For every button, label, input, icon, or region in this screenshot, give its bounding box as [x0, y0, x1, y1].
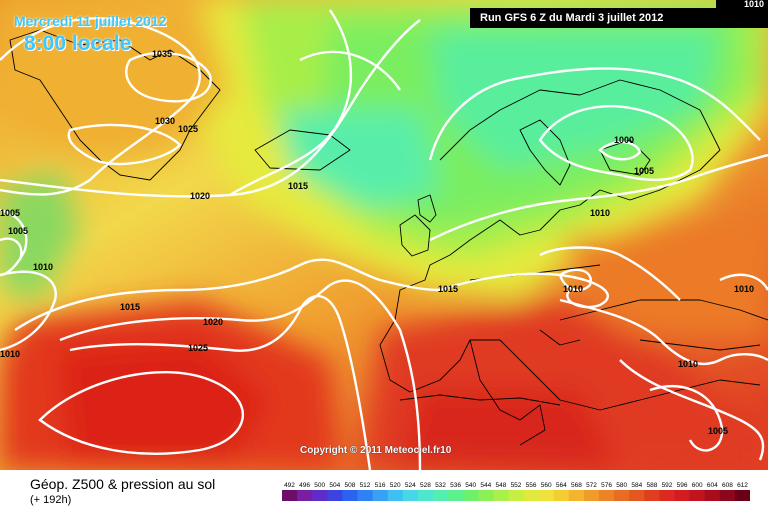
legend-value: 556	[526, 482, 537, 489]
legend-value: 552	[511, 482, 522, 489]
isobar-label: 1010	[0, 349, 20, 359]
legend-value: 508	[344, 482, 355, 489]
legend-swatch	[387, 490, 404, 501]
legend-swatch	[659, 490, 675, 501]
geopotential-map: 1035 1030 1025 1020 1015 1005 1005 1010 …	[0, 0, 768, 470]
legend-swatch	[599, 490, 615, 501]
legend-value: 504	[329, 482, 340, 489]
isobar-label: 1025	[178, 124, 198, 134]
legend-value: 512	[360, 482, 371, 489]
legend-value: 612	[737, 482, 748, 489]
legend-swatch	[463, 490, 479, 501]
legend-value: 532	[435, 482, 446, 489]
isobar-label: 1035	[152, 49, 172, 59]
run-label: Run GFS 6 Z du Mardi 3 juillet 2012	[470, 8, 768, 28]
isobar-label: 1020	[190, 191, 210, 201]
legend-value: 572	[586, 482, 597, 489]
corner-value: 1010	[716, 0, 768, 10]
legend-value: 584	[631, 482, 642, 489]
map-title: Géop. Z500 & pression au sol	[30, 476, 216, 492]
isobar-label: 1010	[590, 208, 610, 218]
legend-value: 600	[692, 482, 703, 489]
color-scale-legend: 492 496 500 504 508 512 516 520 524 528 532 536 540 5…	[282, 482, 750, 501]
isobar-label: 1010	[678, 359, 698, 369]
legend-value: 524	[405, 482, 416, 489]
legend-swatch	[644, 490, 660, 501]
legend-swatch	[327, 490, 343, 501]
legend-value: 604	[707, 482, 718, 489]
legend-swatch	[538, 490, 555, 501]
legend-swatch	[674, 490, 691, 501]
isobar-label: 1010	[734, 284, 754, 294]
isobar-label: 1030	[155, 116, 175, 126]
isobars	[0, 9, 768, 470]
isobar-label: 1005	[8, 226, 28, 236]
isobar-label: 1005	[0, 208, 20, 218]
legend-swatch	[583, 490, 600, 501]
legend-value: 496	[299, 482, 310, 489]
isobar-label: 1015	[438, 284, 458, 294]
footer: Géop. Z500 & pression au sol (+ 192h) 49…	[0, 470, 768, 512]
legend-swatch	[448, 490, 464, 501]
forecast-offset: (+ 192h)	[30, 494, 72, 506]
isobar-label: 1010	[33, 262, 53, 272]
legend-swatch	[433, 490, 449, 501]
height-field	[0, 0, 768, 470]
legend-value: 560	[541, 482, 552, 489]
isobar-label: 1000	[614, 135, 634, 145]
legend-swatch	[342, 490, 358, 501]
legend-value: 492	[284, 482, 295, 489]
legend-swatch	[402, 490, 419, 501]
legend-value: 608	[722, 482, 733, 489]
legend-swatch	[372, 490, 389, 501]
legend-swatch	[312, 490, 328, 501]
legend-swatch	[478, 490, 494, 501]
legend-value: 528	[420, 482, 431, 489]
legend-value: 596	[677, 482, 688, 489]
legend-value: 548	[495, 482, 506, 489]
legend-swatch	[614, 490, 630, 501]
isobar-label: 1015	[120, 302, 140, 312]
legend-swatch	[493, 490, 509, 501]
isobar-labels: 1035 1030 1025 1020 1015 1005 1005 1010 …	[0, 49, 754, 436]
legend-value: 564	[556, 482, 567, 489]
legend-swatch	[523, 490, 540, 501]
legend-swatch	[357, 490, 374, 501]
legend-swatch	[629, 490, 645, 501]
legend-swatch	[553, 490, 570, 501]
legend-value: 516	[375, 482, 386, 489]
legend-swatch	[689, 490, 706, 501]
legend-swatch	[417, 490, 434, 501]
legend-value: 568	[571, 482, 582, 489]
isobar-label: 1015	[288, 181, 308, 191]
legend-swatch	[719, 490, 736, 501]
legend-swatch	[282, 490, 298, 501]
isobar-label: 1010	[563, 284, 583, 294]
copyright-text: Copyright © 2011 Meteociel.fr10	[300, 445, 452, 456]
coastlines	[9, 29, 768, 446]
legend-value: 520	[390, 482, 401, 489]
legend-value: 576	[601, 482, 612, 489]
legend-swatch	[508, 490, 525, 501]
legend-swatch	[734, 490, 750, 501]
legend-value: 536	[450, 482, 461, 489]
legend-swatch	[297, 490, 313, 501]
isobar-label: 1020	[203, 317, 223, 327]
legend-value: 540	[465, 482, 476, 489]
legend-swatch	[568, 490, 585, 501]
legend-value: 588	[646, 482, 657, 489]
isobar-label: 1005	[634, 166, 654, 176]
legend-value: 544	[480, 482, 491, 489]
isobar-label: 1005	[708, 426, 728, 436]
forecast-time: 8:00 locale	[24, 32, 132, 55]
forecast-date: Mercredi 11 juillet 2012	[14, 13, 167, 29]
legend-value: 500	[314, 482, 325, 489]
legend-value: 592	[662, 482, 673, 489]
legend-swatch	[704, 490, 721, 501]
isobar-label: 1025	[188, 343, 208, 353]
legend-value: 580	[616, 482, 627, 489]
